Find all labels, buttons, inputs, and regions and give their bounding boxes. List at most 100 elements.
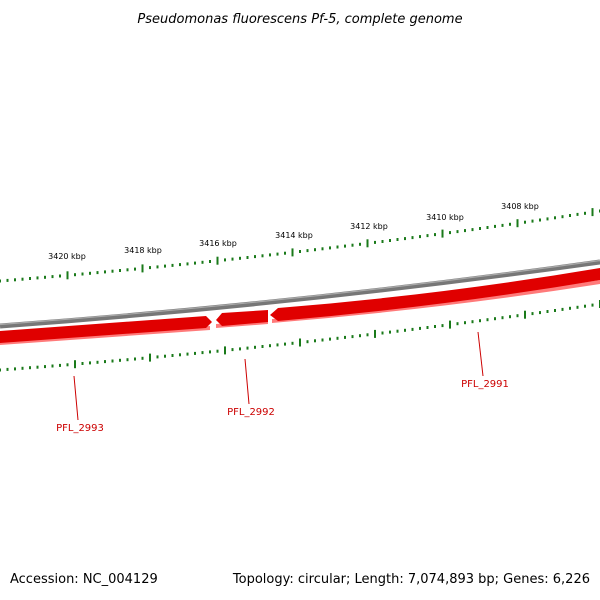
minor-tick: [171, 354, 174, 357]
minor-tick: [141, 356, 144, 360]
major-tick: [216, 256, 219, 265]
minor-tick: [321, 247, 324, 251]
major-tick: [449, 320, 451, 329]
minor-tick: [0, 368, 1, 372]
major-tick: [224, 346, 226, 355]
minor-tick: [284, 342, 286, 346]
minor-tick: [134, 357, 136, 361]
gene-arrow-pfl-2992[interactable]: [216, 310, 268, 326]
minor-tick: [29, 366, 31, 370]
minor-tick: [359, 334, 361, 338]
minor-tick: [494, 224, 496, 228]
gene-label: PFL_2993: [56, 423, 104, 434]
gene-callout-pfl-2991[interactable]: PFL_2991: [461, 331, 509, 390]
minor-tick: [539, 218, 541, 222]
minor-tick: [276, 343, 279, 347]
minor-tick: [576, 212, 579, 216]
genome-backbone-highlight: [0, 259, 600, 326]
minor-tick: [464, 229, 466, 233]
minor-tick: [261, 254, 264, 258]
gene-callout-pfl-2992[interactable]: PFL_2992: [227, 358, 275, 418]
minor-tick: [494, 317, 496, 321]
major-tick: [366, 239, 369, 248]
minor-tick: [291, 341, 294, 345]
minor-tick: [119, 269, 121, 272]
minor-tick: [104, 360, 106, 364]
minor-tick: [426, 326, 429, 329]
gene-label: PFL_2992: [227, 407, 275, 418]
minor-tick: [381, 240, 384, 243]
minor-tick: [254, 255, 256, 259]
minor-tick: [51, 275, 54, 279]
major-tick: [291, 248, 294, 257]
minor-tick: [344, 335, 346, 339]
minor-tick: [576, 305, 579, 309]
minor-tick: [164, 264, 166, 268]
minor-tick: [554, 309, 556, 312]
minor-tick: [434, 233, 436, 237]
minor-tick: [366, 333, 369, 337]
minor-tick: [156, 355, 159, 359]
minor-tick: [0, 279, 1, 283]
minor-tick: [351, 335, 354, 339]
minor-tick: [524, 220, 526, 224]
minor-tick: [404, 328, 406, 332]
minor-tick: [239, 347, 241, 351]
minor-tick: [261, 345, 264, 348]
minor-tick: [389, 330, 391, 334]
scale-ticks-upper: [0, 208, 600, 283]
minor-tick: [126, 358, 129, 362]
gene-label: PFL_2991: [461, 379, 509, 390]
minor-tick: [231, 348, 234, 352]
major-tick: [374, 329, 376, 338]
kbp-label: 3410 kbp: [426, 213, 464, 222]
minor-tick: [201, 351, 204, 355]
minor-tick: [284, 251, 286, 255]
minor-tick: [224, 258, 226, 262]
kbp-label: 3408 kbp: [501, 202, 539, 211]
gene-callout-pfl-2993[interactable]: PFL_2993: [56, 375, 104, 434]
minor-tick: [411, 327, 414, 331]
minor-tick: [306, 249, 309, 253]
minor-tick: [584, 304, 586, 308]
minor-tick: [479, 319, 481, 323]
minor-tick: [404, 237, 406, 241]
minor-tick: [591, 303, 594, 307]
major-tick: [149, 353, 151, 362]
major-tick: [591, 208, 594, 217]
minor-tick: [239, 256, 241, 260]
minor-tick: [441, 324, 444, 328]
minor-tick: [96, 360, 99, 364]
minor-tick: [6, 278, 9, 282]
kbp-label: 3416 kbp: [199, 239, 237, 248]
minor-tick: [329, 337, 331, 341]
minor-tick: [471, 228, 474, 232]
minor-tick: [546, 310, 549, 313]
minor-tick: [81, 362, 84, 365]
minor-tick: [539, 311, 541, 315]
minor-tick: [171, 263, 174, 267]
minor-tick: [126, 268, 129, 272]
minor-tick: [509, 315, 511, 319]
minor-tick: [569, 306, 571, 310]
minor-tick: [314, 248, 316, 252]
minor-tick: [359, 242, 361, 246]
minor-tick: [531, 219, 534, 223]
minor-tick: [111, 359, 114, 363]
minor-tick: [269, 253, 271, 257]
gene-arrow-pfl-2991[interactable]: [270, 268, 600, 321]
genome-title: Pseudomonas fluorescens Pf-5, complete g…: [137, 12, 462, 27]
minor-tick: [449, 231, 451, 235]
minor-tick: [426, 234, 429, 238]
genome-backbone: [0, 259, 600, 329]
minor-tick: [546, 217, 549, 221]
scale-ticks-lower: [0, 300, 600, 372]
kbp-label: 3414 kbp: [275, 231, 313, 240]
minor-tick: [44, 275, 46, 279]
minor-tick: [351, 243, 354, 247]
gene-arrow-pfl-2993[interactable]: [0, 316, 212, 343]
minor-tick: [561, 215, 564, 219]
minor-tick: [321, 338, 324, 342]
kbp-label: 3412 kbp: [350, 222, 388, 231]
